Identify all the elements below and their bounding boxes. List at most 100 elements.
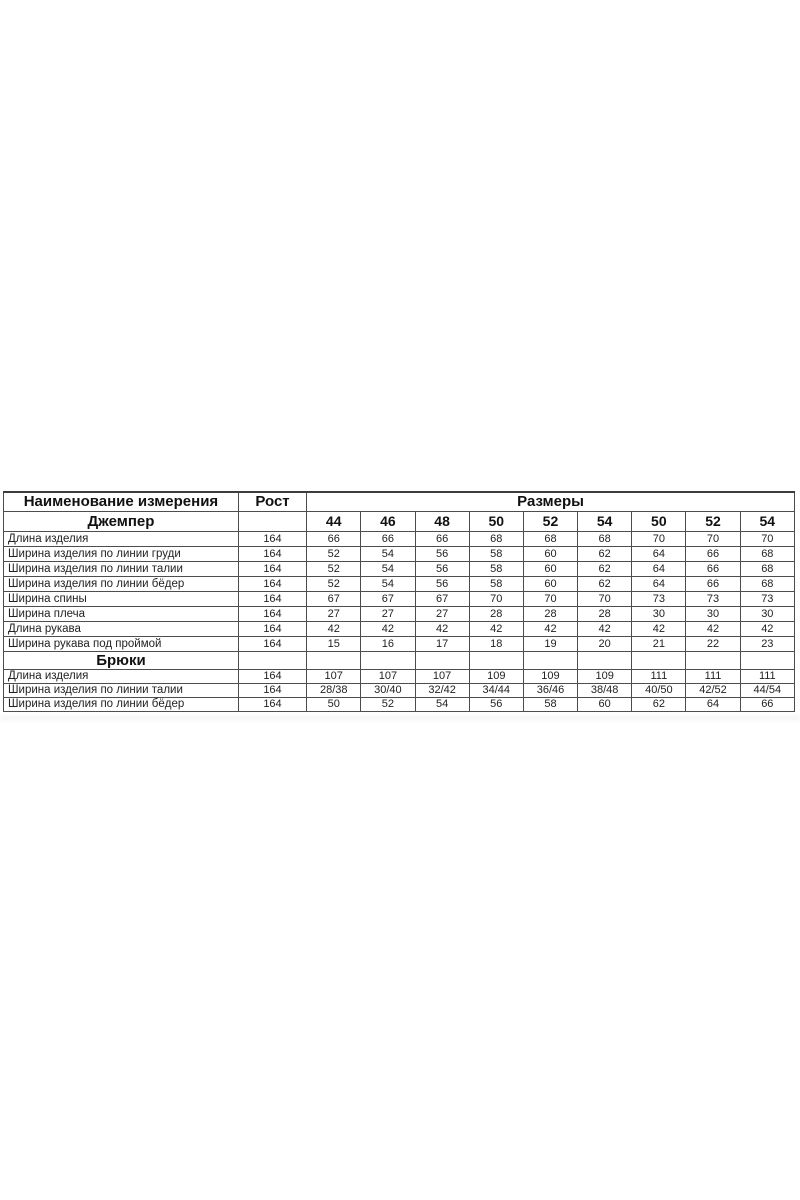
size-header-cell: 52 bbox=[522, 510, 579, 532]
measurement-label-cell: Ширина плеча bbox=[3, 605, 239, 622]
scan-artifact-smudge bbox=[0, 716, 800, 720]
measurement-value-cell: 70 bbox=[577, 590, 633, 607]
height-value-cell: 164 bbox=[237, 682, 308, 698]
size-header-cell: 52 bbox=[685, 510, 741, 532]
measurement-value-cell: 68 bbox=[468, 530, 524, 547]
header-sizes-label: Размеры bbox=[306, 491, 795, 512]
measurement-value-cell: 42 bbox=[468, 620, 524, 637]
size-header-cell: 50 bbox=[468, 510, 524, 532]
size-header-cell bbox=[468, 650, 524, 670]
measurement-value-cell: 109 bbox=[522, 668, 579, 684]
section-title-cell: Джемпер bbox=[3, 510, 239, 532]
measurement-label-cell: Ширина изделия по линии талии bbox=[3, 682, 239, 698]
measurement-value-cell: 42 bbox=[631, 620, 687, 637]
measurement-value-cell: 68 bbox=[739, 575, 796, 592]
table-row: Ширина рукава под проймой 164 15 16 17 18 19 20… bbox=[3, 635, 796, 652]
measurement-label-cell: Длина рукава bbox=[3, 620, 239, 637]
measurement-value-cell: 54 bbox=[360, 560, 416, 577]
measurement-value-cell: 44/54 bbox=[739, 682, 796, 698]
measurement-value-cell: 58 bbox=[468, 545, 524, 562]
measurement-value-cell: 54 bbox=[414, 696, 470, 712]
measurement-value-cell: 66 bbox=[306, 530, 362, 547]
table-row: Ширина плеча 164 27 27 27 28 28 28 30 30 30 bbox=[3, 605, 796, 622]
measurement-value-cell: 70 bbox=[522, 590, 579, 607]
table-row: Ширина изделия по линии бёдер 164 50 52 54 56… bbox=[3, 696, 796, 712]
measurement-value-cell: 16 bbox=[360, 635, 416, 652]
measurement-value-cell: 73 bbox=[739, 590, 796, 607]
measurement-value-cell: 56 bbox=[414, 560, 470, 577]
measurement-value-cell: 62 bbox=[577, 545, 633, 562]
table-row: Ширина изделия по линии груди 164 52 54 56 58… bbox=[3, 545, 796, 562]
measurement-value-cell: 18 bbox=[468, 635, 524, 652]
measurement-value-cell: 54 bbox=[360, 545, 416, 562]
measurement-value-cell: 70 bbox=[631, 530, 687, 547]
height-value-cell: 164 bbox=[237, 605, 308, 622]
measurement-value-cell: 28 bbox=[468, 605, 524, 622]
size-header-cell bbox=[306, 650, 362, 670]
measurement-value-cell: 64 bbox=[631, 545, 687, 562]
measurement-value-cell: 68 bbox=[577, 530, 633, 547]
measurement-value-cell: 58 bbox=[468, 575, 524, 592]
size-chart-table: Наименование измерения Рост Размеры Джем… bbox=[3, 491, 796, 712]
measurement-value-cell: 60 bbox=[522, 545, 579, 562]
measurement-value-cell: 27 bbox=[414, 605, 470, 622]
header-height-label: Рост bbox=[237, 491, 308, 512]
size-header-cell: 50 bbox=[631, 510, 687, 532]
measurement-value-cell: 60 bbox=[577, 696, 633, 712]
size-header-cell: 44 bbox=[306, 510, 362, 532]
table-row: Ширина изделия по линии бёдер 164 52 54 56 58… bbox=[3, 575, 796, 592]
size-header-cell bbox=[739, 650, 796, 670]
size-header-cell: 46 bbox=[360, 510, 416, 532]
measurement-value-cell: 28 bbox=[577, 605, 633, 622]
measurement-value-cell: 34/44 bbox=[468, 682, 524, 698]
measurement-value-cell: 56 bbox=[414, 575, 470, 592]
section-height-cell bbox=[237, 510, 308, 532]
measurement-value-cell: 62 bbox=[577, 560, 633, 577]
height-value-cell: 164 bbox=[237, 575, 308, 592]
measurement-value-cell: 58 bbox=[522, 696, 579, 712]
section-row: Джемпер 44 46 48 50 52 54 50 52 54 bbox=[3, 510, 796, 532]
measurement-value-cell: 67 bbox=[360, 590, 416, 607]
measurement-value-cell: 73 bbox=[631, 590, 687, 607]
measurement-value-cell: 38/48 bbox=[577, 682, 633, 698]
measurement-value-cell: 30 bbox=[631, 605, 687, 622]
measurement-label-cell: Ширина изделия по линии бёдер bbox=[3, 575, 239, 592]
measurement-value-cell: 107 bbox=[360, 668, 416, 684]
measurement-label-cell: Длина изделия bbox=[3, 530, 239, 547]
measurement-value-cell: 68 bbox=[739, 560, 796, 577]
measurement-value-cell: 67 bbox=[306, 590, 362, 607]
measurement-value-cell: 68 bbox=[739, 545, 796, 562]
measurement-value-cell: 67 bbox=[414, 590, 470, 607]
measurement-value-cell: 60 bbox=[522, 575, 579, 592]
measurement-value-cell: 17 bbox=[414, 635, 470, 652]
measurement-value-cell: 42 bbox=[739, 620, 796, 637]
measurement-value-cell: 42 bbox=[414, 620, 470, 637]
measurement-value-cell: 19 bbox=[522, 635, 579, 652]
measurement-value-cell: 66 bbox=[685, 545, 741, 562]
measurement-label-cell: Ширина рукава под проймой bbox=[3, 635, 239, 652]
measurement-value-cell: 21 bbox=[631, 635, 687, 652]
table-row: Длина изделия 164 66 66 66 68 68 68 70 70 70 bbox=[3, 530, 796, 547]
table-row: Ширина изделия по линии талии 164 52 54 56 58… bbox=[3, 560, 796, 577]
measurement-value-cell: 70 bbox=[468, 590, 524, 607]
measurement-value-cell: 20 bbox=[577, 635, 633, 652]
size-header-cell bbox=[685, 650, 741, 670]
measurement-value-cell: 42 bbox=[522, 620, 579, 637]
size-header-cell bbox=[522, 650, 579, 670]
measurement-value-cell: 107 bbox=[306, 668, 362, 684]
measurement-value-cell: 28/38 bbox=[306, 682, 362, 698]
measurement-value-cell: 42 bbox=[306, 620, 362, 637]
measurement-label-cell: Ширина изделия по линии бёдер bbox=[3, 696, 239, 712]
section-title-cell: Брюки bbox=[3, 650, 239, 670]
measurement-value-cell: 23 bbox=[739, 635, 796, 652]
measurement-value-cell: 109 bbox=[577, 668, 633, 684]
measurement-value-cell: 56 bbox=[468, 696, 524, 712]
measurement-value-cell: 42 bbox=[685, 620, 741, 637]
measurement-value-cell: 36/46 bbox=[522, 682, 579, 698]
measurement-value-cell: 58 bbox=[468, 560, 524, 577]
measurement-value-cell: 28 bbox=[522, 605, 579, 622]
measurement-value-cell: 66 bbox=[685, 560, 741, 577]
measurement-value-cell: 70 bbox=[739, 530, 796, 547]
measurement-value-cell: 60 bbox=[522, 560, 579, 577]
measurement-value-cell: 15 bbox=[306, 635, 362, 652]
